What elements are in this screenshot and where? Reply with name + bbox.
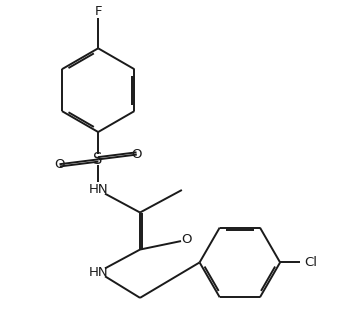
Text: Cl: Cl	[304, 256, 317, 269]
Text: O: O	[54, 158, 65, 171]
Text: O: O	[131, 148, 142, 161]
Text: F: F	[94, 5, 102, 18]
Text: HN: HN	[88, 266, 108, 279]
Text: HN: HN	[88, 184, 108, 196]
Text: S: S	[94, 152, 103, 167]
Text: O: O	[182, 233, 192, 246]
